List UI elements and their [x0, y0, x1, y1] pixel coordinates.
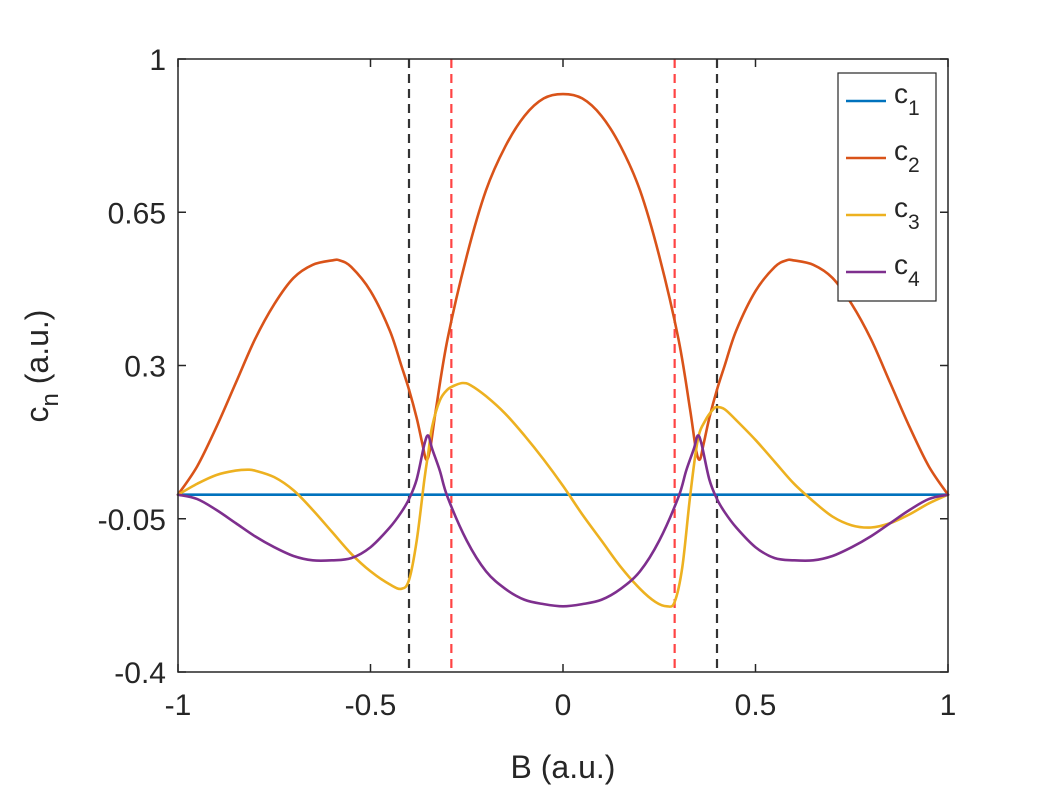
- y-axis-label: cn (a.u.): [19, 310, 64, 423]
- x-tick-label: 1: [940, 689, 957, 722]
- legend-label-base: c: [894, 78, 908, 109]
- series-line-c4: [176, 434, 950, 608]
- series-line-c2: [176, 92, 950, 496]
- legend-label-c3: c3: [894, 192, 920, 234]
- legend-label-base: c: [894, 135, 908, 166]
- x-tick-label: 0.5: [735, 689, 777, 722]
- axis-ticks: [177, 58, 949, 673]
- legend-label-c2: c2: [894, 135, 920, 177]
- y-axis-label-base: c: [19, 406, 55, 422]
- series-lines: [176, 92, 950, 608]
- legend-label-sub: 2: [908, 154, 920, 177]
- y-tick-label: 0.3: [124, 351, 166, 384]
- y-tick-label: -0.05: [98, 504, 166, 537]
- y-tick-label: -0.4: [114, 657, 166, 690]
- y-axis-label-sub: n: [37, 393, 64, 406]
- x-tick-label: -0.5: [345, 689, 397, 722]
- x-axis-label: B (a.u.): [511, 749, 616, 785]
- tick-labels: -1 -0.5 0 0.5 1 -0.4 -0.05 0.3 0.65 1: [98, 44, 957, 722]
- legend-label-c1: c1: [894, 78, 920, 120]
- series-line-c3: [176, 381, 950, 608]
- x-tick-label: 0: [555, 689, 572, 722]
- legend-label-c4: c4: [894, 249, 920, 291]
- legend-label-sub: 3: [908, 211, 920, 234]
- legend-label-base: c: [894, 249, 908, 280]
- legend-box: [837, 72, 937, 302]
- legend-label-base: c: [894, 192, 908, 223]
- x-tick-label: -1: [165, 689, 192, 722]
- legend-label-sub: 4: [908, 268, 920, 291]
- reference-lines: [407, 59, 719, 672]
- plot-area: [178, 59, 948, 672]
- legend-label-sub: 1: [908, 97, 920, 120]
- y-tick-label: 0.65: [108, 197, 166, 230]
- y-tick-label: 1: [149, 44, 166, 77]
- y-axis-label-suffix: (a.u.): [19, 310, 55, 394]
